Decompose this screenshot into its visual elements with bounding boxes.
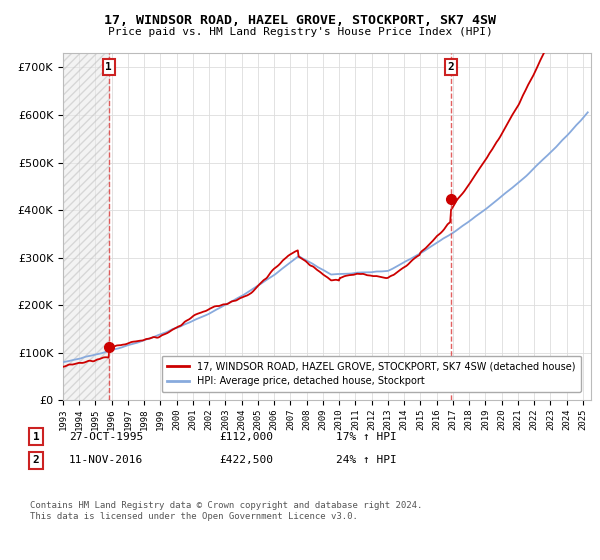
Text: Price paid vs. HM Land Registry's House Price Index (HPI): Price paid vs. HM Land Registry's House … bbox=[107, 27, 493, 37]
Text: 1: 1 bbox=[106, 62, 112, 72]
Text: 1: 1 bbox=[32, 432, 40, 442]
Text: 2: 2 bbox=[32, 455, 40, 465]
Text: 24% ↑ HPI: 24% ↑ HPI bbox=[336, 455, 397, 465]
Text: 17, WINDSOR ROAD, HAZEL GROVE, STOCKPORT, SK7 4SW: 17, WINDSOR ROAD, HAZEL GROVE, STOCKPORT… bbox=[104, 14, 496, 27]
Text: 17% ↑ HPI: 17% ↑ HPI bbox=[336, 432, 397, 442]
Text: £422,500: £422,500 bbox=[219, 455, 273, 465]
Text: 27-OCT-1995: 27-OCT-1995 bbox=[69, 432, 143, 442]
Text: 11-NOV-2016: 11-NOV-2016 bbox=[69, 455, 143, 465]
Text: 2: 2 bbox=[448, 62, 454, 72]
Text: Contains HM Land Registry data © Crown copyright and database right 2024.
This d: Contains HM Land Registry data © Crown c… bbox=[30, 501, 422, 521]
Legend: 17, WINDSOR ROAD, HAZEL GROVE, STOCKPORT, SK7 4SW (detached house), HPI: Average: 17, WINDSOR ROAD, HAZEL GROVE, STOCKPORT… bbox=[161, 356, 581, 392]
Text: £112,000: £112,000 bbox=[219, 432, 273, 442]
Bar bbox=[63, 53, 109, 400]
